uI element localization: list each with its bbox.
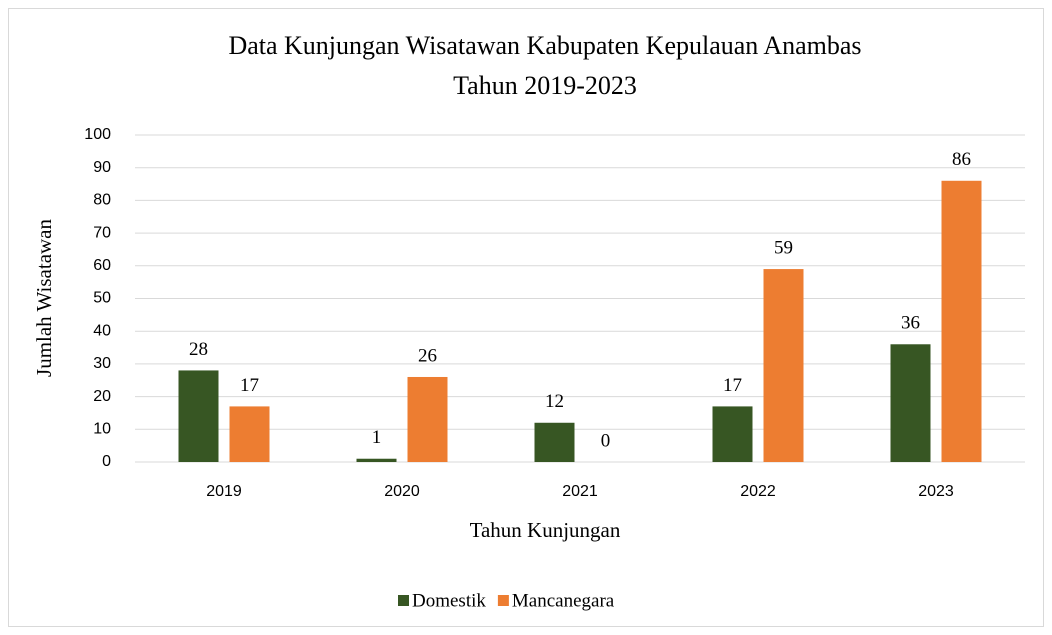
legend-swatch xyxy=(398,595,409,606)
chart-title: Data Kunjungan Wisatawan Kabupaten Kepul… xyxy=(228,31,861,60)
y-tick-label: 70 xyxy=(93,224,111,241)
data-label: 26 xyxy=(418,345,437,366)
bar xyxy=(534,422,575,462)
data-label: 17 xyxy=(723,375,742,396)
bar xyxy=(356,458,397,462)
data-label: 1 xyxy=(372,427,382,448)
x-tick-label: 2020 xyxy=(384,483,420,500)
data-label: 12 xyxy=(545,391,564,412)
y-tick-label: 100 xyxy=(84,126,111,143)
chart-title: Tahun 2019-2023 xyxy=(453,71,637,100)
y-tick-label: 80 xyxy=(93,192,111,209)
x-tick-label: 2021 xyxy=(562,483,598,500)
y-tick-label: 40 xyxy=(93,322,111,339)
bar xyxy=(890,344,931,462)
x-axis-label: Tahun Kunjungan xyxy=(470,518,621,542)
legend-swatch xyxy=(497,595,509,606)
bar xyxy=(407,376,448,462)
bar xyxy=(229,406,270,462)
x-tick-label: 2019 xyxy=(206,483,242,500)
data-label: 36 xyxy=(901,313,920,334)
y-tick-label: 0 xyxy=(102,453,111,470)
legend-label: Domestik xyxy=(412,590,486,611)
y-axis-label: Jumlah Wisatawan xyxy=(32,219,56,377)
bar xyxy=(178,370,219,462)
chart-border xyxy=(8,8,1044,627)
data-label: 0 xyxy=(601,430,611,451)
x-tick-label: 2022 xyxy=(740,483,776,500)
y-tick-label: 10 xyxy=(93,421,111,438)
y-tick-label: 60 xyxy=(93,257,111,274)
data-label: 59 xyxy=(774,237,793,258)
data-label: 28 xyxy=(189,339,208,360)
data-label: 86 xyxy=(952,149,971,170)
bar xyxy=(712,406,753,462)
legend-label: Mancanegara xyxy=(512,590,615,611)
y-tick-label: 90 xyxy=(93,159,111,176)
y-tick-label: 20 xyxy=(93,388,111,405)
x-tick-label: 2023 xyxy=(918,483,954,500)
bar xyxy=(763,269,804,462)
y-tick-label: 50 xyxy=(93,290,111,307)
y-tick-label: 30 xyxy=(93,355,111,372)
bar xyxy=(941,180,982,462)
data-label: 17 xyxy=(240,375,259,396)
